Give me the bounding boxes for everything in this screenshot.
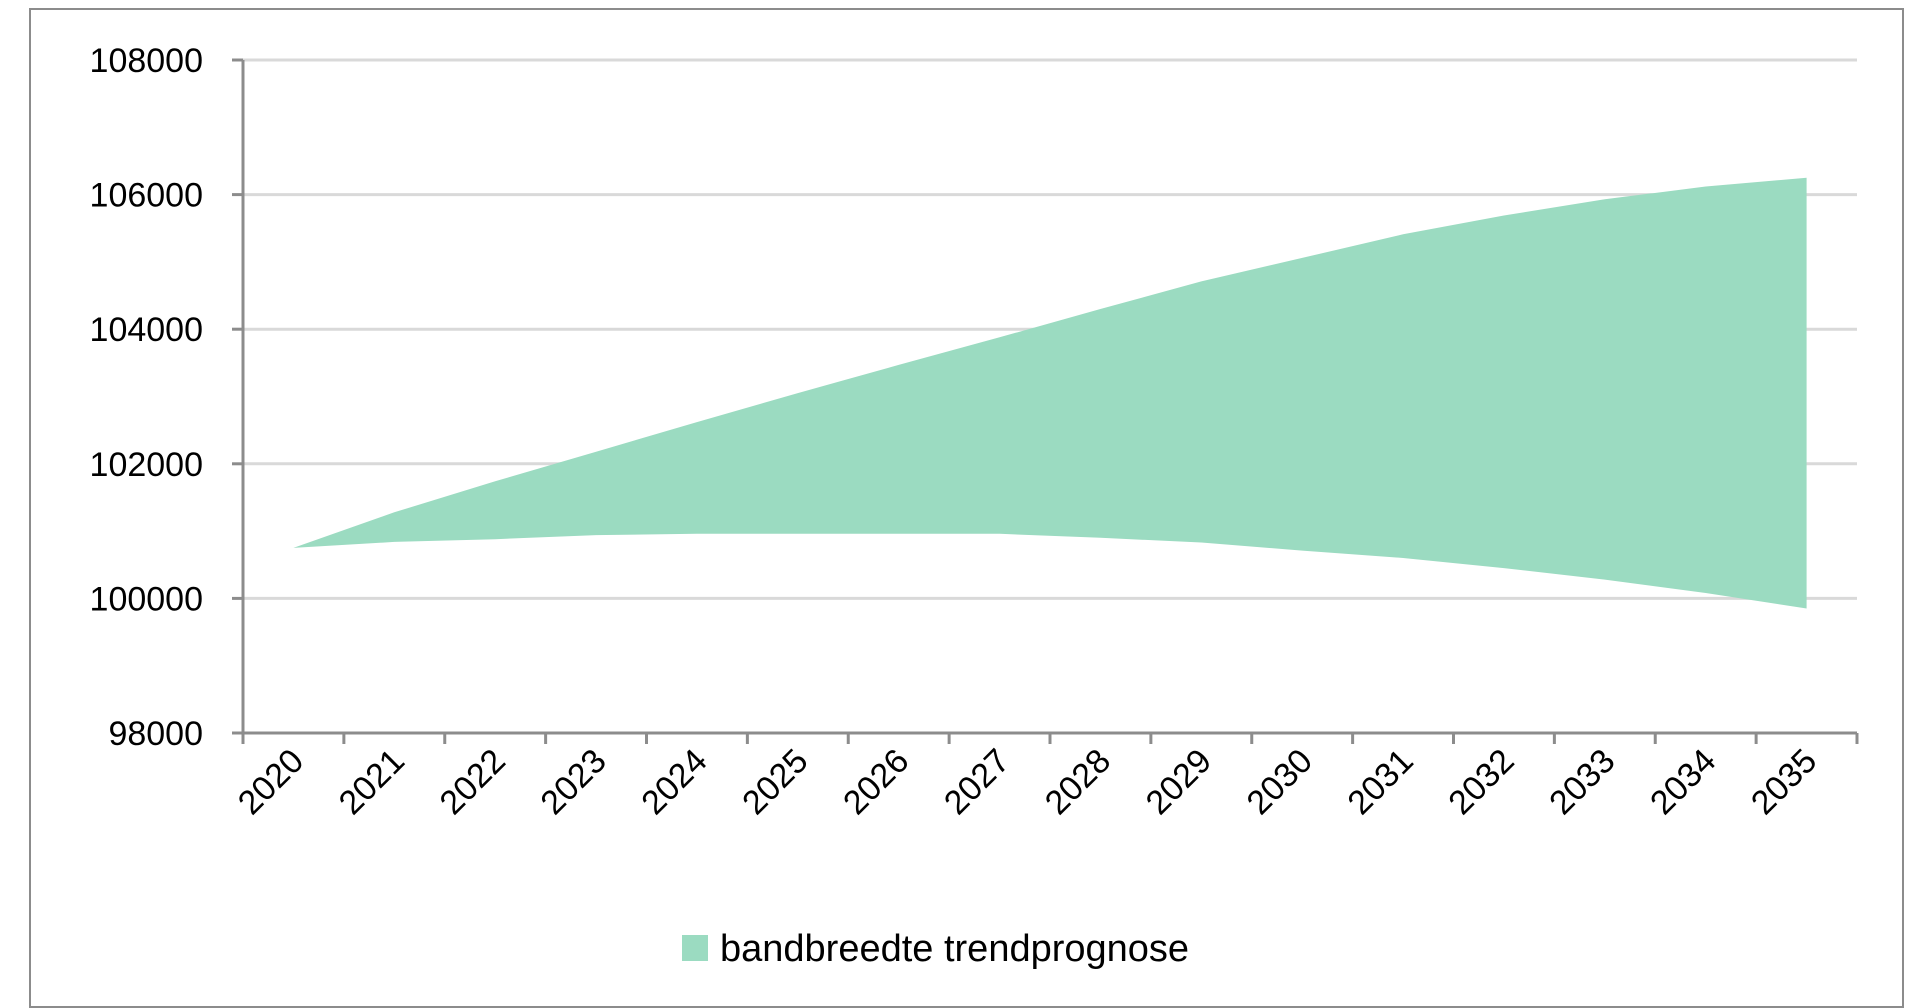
x-tick-label: 2025	[735, 742, 815, 822]
x-tick-label: 2035	[1744, 742, 1824, 822]
x-tick-label: 2021	[332, 742, 412, 822]
band-area-path	[293, 177, 1807, 609]
x-tick-label: 2026	[836, 742, 916, 822]
x-tick-label: 2034	[1643, 742, 1723, 822]
x-tick-label: 2029	[1139, 742, 1219, 822]
y-tick-label: 102000	[90, 446, 203, 484]
legend-label: bandbreedte trendprognose	[720, 928, 1189, 970]
x-tick-label: 2022	[432, 742, 512, 822]
y-tick-label: 98000	[108, 715, 203, 753]
y-tick-label: 100000	[90, 580, 203, 618]
band-area	[293, 177, 1807, 609]
y-tick-label: 106000	[90, 177, 203, 215]
x-tick-label: 2023	[533, 742, 613, 822]
axes	[241, 60, 1859, 744]
x-tick-label: 2027	[937, 742, 1017, 822]
x-tick-label: 2032	[1441, 742, 1521, 822]
x-tick-label: 2028	[1038, 742, 1118, 822]
y-tick-labels: 98000 100000 102000 104000 106000 108000	[90, 42, 203, 753]
x-tick-label: 2024	[634, 742, 714, 822]
x-tick-label: 2020	[231, 742, 311, 822]
x-tick-label: 2030	[1239, 742, 1319, 822]
x-tick-label: 2031	[1340, 742, 1420, 822]
x-tick-labels: 2020 2021 2022 2023 2024 2025 2026 2027 2028 2029…	[231, 742, 1824, 822]
legend: bandbreedte trendprognose	[682, 928, 1189, 970]
y-tick-label: 104000	[90, 311, 203, 349]
x-tick-label: 2033	[1542, 742, 1622, 822]
y-tick-label: 108000	[90, 42, 203, 80]
legend-swatch	[682, 935, 708, 961]
